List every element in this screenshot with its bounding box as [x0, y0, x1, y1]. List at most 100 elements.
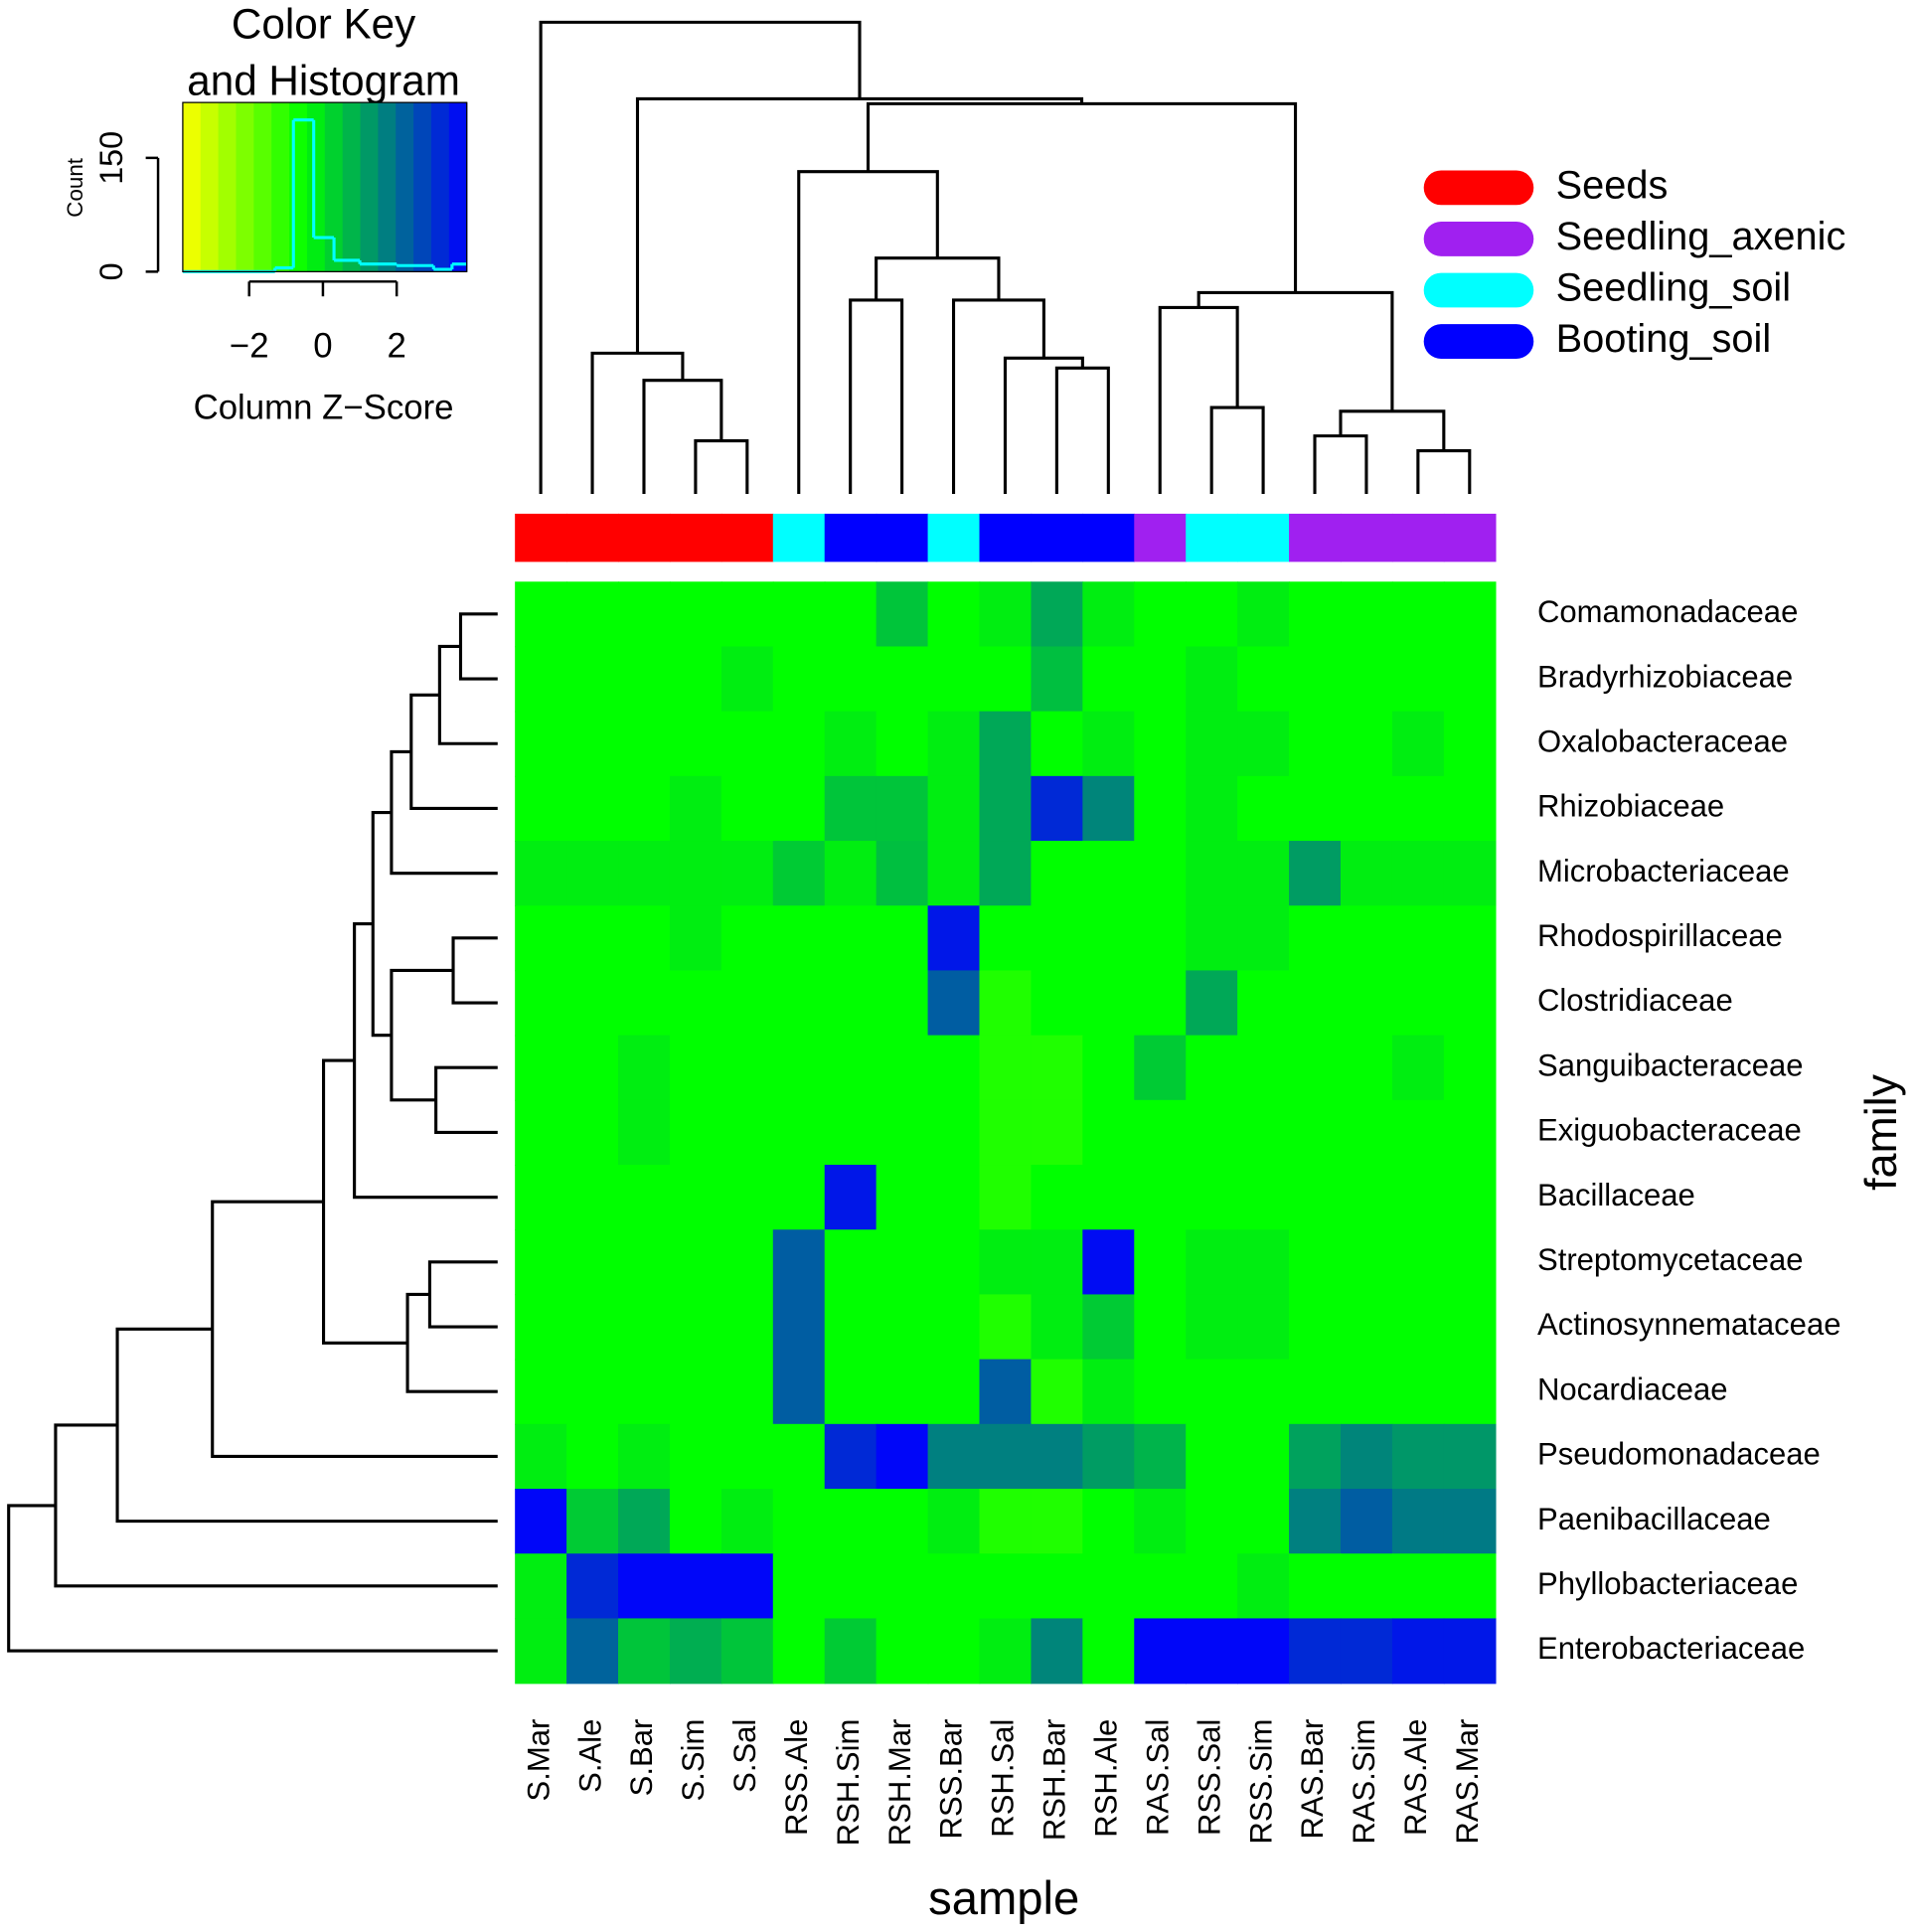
heatmap-cell: [1237, 711, 1290, 777]
heatmap-cell: [1134, 841, 1187, 906]
heatmap-cell: [1031, 1035, 1084, 1101]
heatmap-cell: [979, 1229, 1033, 1296]
heatmap-cell: [566, 841, 619, 906]
heatmap-cell: [1391, 1294, 1445, 1361]
heatmap-cell: [1031, 970, 1084, 1037]
heatmap-cell: [618, 711, 671, 777]
heatmap-cell: [669, 775, 722, 842]
heatmap-cell: [1340, 1618, 1393, 1685]
heatmap-cell: [618, 970, 671, 1037]
heatmap-cell: [927, 1359, 981, 1425]
heatmap-cell: [979, 1099, 1033, 1166]
heatmap-cell: [1443, 775, 1497, 842]
heatmap-cell: [1289, 1294, 1342, 1361]
heatmap-cell: [1391, 581, 1445, 648]
heatmap-cell: [618, 1553, 671, 1620]
legend-swatch: [1423, 324, 1534, 359]
heatmap-cell: [1082, 1294, 1136, 1361]
heatmap-cell: [515, 1489, 567, 1554]
row-label: Bradyrhizobiaceae: [1537, 659, 1793, 694]
column-label: RSH.Sal: [986, 1719, 1021, 1838]
heatmap-cell: [1134, 1618, 1187, 1685]
row-label: Phyllobacteriaceae: [1537, 1566, 1798, 1601]
row-label: Actinosynnemataceae: [1537, 1307, 1840, 1342]
color-key-stripe: [271, 102, 290, 272]
heatmap-cell: [824, 1294, 877, 1361]
heatmap-cell: [1340, 841, 1393, 906]
heatmap-cell: [515, 646, 567, 713]
heatmap-cell: [927, 1294, 981, 1361]
column-label: RAS.Ale: [1398, 1719, 1433, 1836]
group-bar: [772, 513, 826, 563]
heatmap-cell: [1186, 1618, 1238, 1685]
heatmap-cell: [669, 970, 722, 1037]
heatmap-cell: [1134, 1553, 1187, 1620]
heatmap-cell: [1289, 970, 1342, 1037]
heatmap-cell: [1031, 841, 1084, 906]
heatmap-cell: [927, 1035, 981, 1101]
color-key-stripe: [253, 102, 272, 272]
group-bar: [1134, 513, 1187, 563]
heatmap-cell: [720, 1099, 774, 1166]
row-label: Comamonadaceae: [1537, 594, 1798, 629]
column-label: RAS.Sal: [1140, 1719, 1175, 1836]
heatmap-cell: [515, 905, 567, 972]
heatmap-cell: [515, 1618, 567, 1685]
heatmap-cell: [1391, 711, 1445, 777]
heatmap-cell: [824, 1035, 877, 1101]
heatmap-cell: [1186, 1553, 1238, 1620]
heatmap-cell: [618, 1294, 671, 1361]
column-label: RSH.Ale: [1089, 1719, 1124, 1838]
heatmap-cell: [515, 1035, 567, 1101]
x-tick-label: −2: [230, 328, 269, 366]
column-label: RSS.Sal: [1192, 1719, 1226, 1836]
heatmap-cell: [876, 1359, 929, 1425]
group-bar: [515, 513, 567, 563]
heatmap-cell: [566, 1423, 619, 1490]
heatmap-cell: [1082, 1359, 1136, 1425]
heatmap-cell: [772, 581, 826, 648]
heatmap-cell: [772, 970, 826, 1037]
heatmap-cell: [669, 646, 722, 713]
heatmap-cell: [1289, 1359, 1342, 1425]
y-tick-label: 0: [93, 262, 129, 280]
heatmap-cell: [720, 1489, 774, 1554]
heatmap-cell: [1237, 1618, 1290, 1685]
heatmap-cell: [720, 775, 774, 842]
heatmap-cell: [824, 1618, 877, 1685]
row-label: Bacillaceae: [1537, 1178, 1695, 1212]
heatmap-cell: [876, 841, 929, 906]
heatmap-cell: [1134, 1035, 1187, 1101]
heatmap-cell: [1082, 1099, 1136, 1166]
color-key-frame: [182, 101, 468, 272]
heatmap-cell: [979, 646, 1033, 713]
color-key-stripe: [430, 102, 450, 272]
heatmap-cell: [1340, 970, 1393, 1037]
heatmap-cell: [1340, 905, 1393, 972]
heatmap-cell: [1031, 775, 1084, 842]
heatmap-cell: [1443, 970, 1497, 1037]
heatmap-cell: [927, 1099, 981, 1166]
heatmap-cell: [1289, 1035, 1342, 1101]
heatmap-cell: [979, 970, 1033, 1037]
heatmap-cell: [1289, 711, 1342, 777]
column-label: S.Mar: [521, 1719, 556, 1802]
heatmap-cell: [824, 711, 877, 777]
heatmap-cell: [1082, 905, 1136, 972]
heatmap-cell: [1340, 1553, 1393, 1620]
group-bar: [669, 513, 722, 563]
legend-swatch: [1423, 272, 1534, 308]
heatmap-cell: [1340, 1035, 1393, 1101]
heatmap-cell: [669, 1035, 722, 1101]
column-label: RSS.Sim: [1243, 1719, 1278, 1845]
row-label: Sanguibacteraceae: [1537, 1047, 1804, 1082]
group-bar: [876, 513, 929, 563]
heatmap-cell: [1289, 1165, 1342, 1230]
heatmap-cell: [1031, 1423, 1084, 1490]
heatmap-cell: [1237, 1489, 1290, 1554]
heatmap-cell: [1340, 775, 1393, 842]
heatmap-cell: [1134, 775, 1187, 842]
heatmap-cell: [720, 581, 774, 648]
heatmap-cell: [566, 1489, 619, 1554]
heatmap-cell: [566, 581, 619, 648]
